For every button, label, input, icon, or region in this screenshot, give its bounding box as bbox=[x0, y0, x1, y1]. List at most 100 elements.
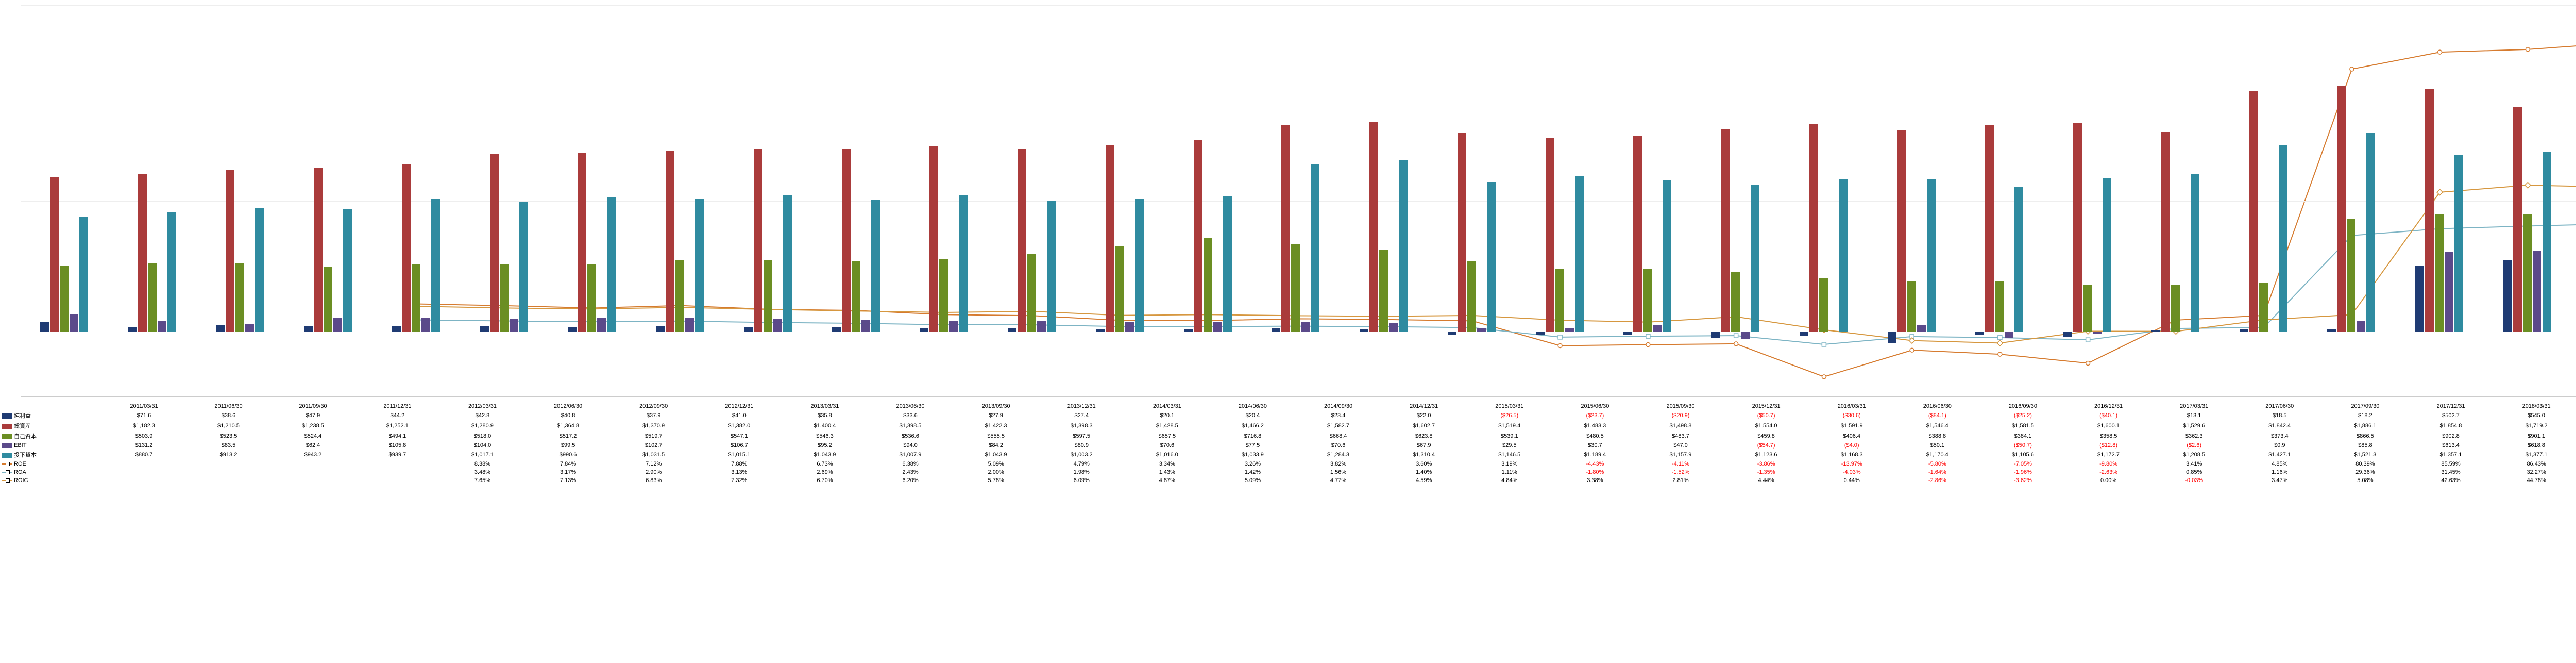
row-label-total_assets: 総資産 bbox=[0, 421, 102, 431]
bar-equity bbox=[2435, 214, 2444, 332]
period-header: 2018/03/31 bbox=[2494, 402, 2576, 410]
cell: $406.4 bbox=[1809, 431, 1894, 441]
cell: $494.1 bbox=[355, 431, 439, 441]
cell: $555.5 bbox=[953, 431, 1039, 441]
cell: $50.1 bbox=[1894, 441, 1980, 450]
cell: $613.4 bbox=[2408, 441, 2494, 450]
cell: -9.80% bbox=[2066, 460, 2151, 468]
cell: $459.8 bbox=[1723, 431, 1809, 441]
bar-invested_capital bbox=[2279, 145, 2287, 332]
cell: $1,238.5 bbox=[270, 421, 355, 431]
bar-net_income bbox=[1184, 329, 1193, 332]
cell: $1,591.9 bbox=[1809, 421, 1894, 431]
cell: $0.9 bbox=[2237, 441, 2323, 450]
cell: $1,123.6 bbox=[1723, 450, 1809, 460]
cell: $536.6 bbox=[868, 431, 953, 441]
cell: $1,422.3 bbox=[953, 421, 1039, 431]
cell bbox=[102, 468, 187, 476]
cell: 44.78% bbox=[2494, 476, 2576, 485]
cell: $539.1 bbox=[1467, 431, 1552, 441]
cell: $668.4 bbox=[1296, 431, 1381, 441]
bar-total_assets bbox=[842, 149, 851, 332]
cell: 6.20% bbox=[868, 476, 953, 485]
cell: $1,377.1 bbox=[2494, 450, 2576, 460]
cell: $519.7 bbox=[611, 431, 697, 441]
cell bbox=[102, 476, 187, 485]
period-header: 2017/09/30 bbox=[2323, 402, 2408, 410]
period-header: 2016/03/31 bbox=[1809, 402, 1894, 410]
bar-equity bbox=[60, 266, 69, 332]
cell: $517.2 bbox=[526, 431, 611, 441]
cell: 32.27% bbox=[2494, 468, 2576, 476]
cell: $1,146.5 bbox=[1467, 450, 1552, 460]
bar-invested_capital bbox=[1663, 180, 1671, 332]
bar-total_assets bbox=[1985, 125, 1994, 332]
cell: $1,043.9 bbox=[782, 450, 868, 460]
cell bbox=[102, 460, 187, 468]
period-header: 2011/03/31 bbox=[102, 402, 187, 410]
cell: -2.63% bbox=[2066, 468, 2151, 476]
bar-ebit bbox=[597, 318, 606, 332]
cell: $518.0 bbox=[439, 431, 525, 441]
cell: $1,189.4 bbox=[1552, 450, 1638, 460]
cell: $1,182.3 bbox=[102, 421, 187, 431]
bar-net_income bbox=[2151, 330, 2160, 332]
bar-equity bbox=[939, 259, 948, 332]
cell: 6.73% bbox=[782, 460, 868, 468]
cell: $1,043.9 bbox=[953, 450, 1039, 460]
cell: 1.98% bbox=[1039, 468, 1124, 476]
cell: $358.5 bbox=[2066, 431, 2151, 441]
bar-equity bbox=[2259, 283, 2268, 332]
cell: 7.12% bbox=[611, 460, 697, 468]
bar-total_assets bbox=[1018, 149, 1026, 332]
bar-ebit bbox=[70, 314, 78, 332]
row-label-equity: 自己資本 bbox=[0, 431, 102, 441]
cell: ($50.7) bbox=[1980, 441, 2065, 450]
bar-equity bbox=[2171, 285, 2180, 332]
bar-net_income bbox=[1272, 328, 1280, 332]
bar-net_income bbox=[128, 327, 137, 332]
bar-total_assets bbox=[1458, 133, 1466, 332]
bar-ebit bbox=[2357, 321, 2365, 332]
cell: $67.9 bbox=[1381, 441, 1467, 450]
bar-net_income bbox=[216, 325, 225, 332]
cell: $716.8 bbox=[1210, 431, 1295, 441]
cell: 5.78% bbox=[953, 476, 1039, 485]
row-label-ebit: EBIT bbox=[0, 441, 102, 450]
bar-net_income bbox=[304, 326, 313, 332]
bar-equity bbox=[1643, 269, 1652, 332]
cell: ($54.7) bbox=[1723, 441, 1809, 450]
cell: $47.9 bbox=[270, 410, 355, 421]
cell: $913.2 bbox=[187, 450, 271, 460]
cell: $1,519.4 bbox=[1467, 421, 1552, 431]
bar-total_assets bbox=[578, 153, 586, 332]
cell: 3.60% bbox=[1381, 460, 1467, 468]
period-header: 2015/03/31 bbox=[1467, 402, 1552, 410]
cell: $104.0 bbox=[439, 441, 525, 450]
cell: -13.97% bbox=[1809, 460, 1894, 468]
cell: $29.5 bbox=[1467, 441, 1552, 450]
cell: -3.86% bbox=[1723, 460, 1809, 468]
cell: $38.6 bbox=[187, 410, 271, 421]
period-header: 2011/06/30 bbox=[187, 402, 271, 410]
period-header: 2015/06/30 bbox=[1552, 402, 1638, 410]
bar-total_assets bbox=[2513, 107, 2522, 332]
cell bbox=[270, 476, 355, 485]
bar-equity bbox=[1907, 281, 1916, 332]
cell: -1.64% bbox=[1894, 468, 1980, 476]
cell: 5.08% bbox=[2323, 476, 2408, 485]
cell: 85.59% bbox=[2408, 460, 2494, 468]
bar-invested_capital bbox=[1927, 179, 1936, 332]
cell: 3.48% bbox=[439, 468, 525, 476]
bar-total_assets bbox=[666, 151, 674, 332]
cell: 80.39% bbox=[2323, 460, 2408, 468]
cell: $1,427.1 bbox=[2237, 450, 2323, 460]
bar-net_income bbox=[832, 327, 841, 332]
cell: $1,252.1 bbox=[355, 421, 439, 431]
period-header: 2014/03/31 bbox=[1124, 402, 1210, 410]
cell: 7.88% bbox=[697, 460, 782, 468]
bar-net_income bbox=[2240, 329, 2248, 332]
cell: $1,554.0 bbox=[1723, 421, 1809, 431]
bar-invested_capital bbox=[79, 217, 88, 332]
bar-equity bbox=[412, 264, 420, 332]
